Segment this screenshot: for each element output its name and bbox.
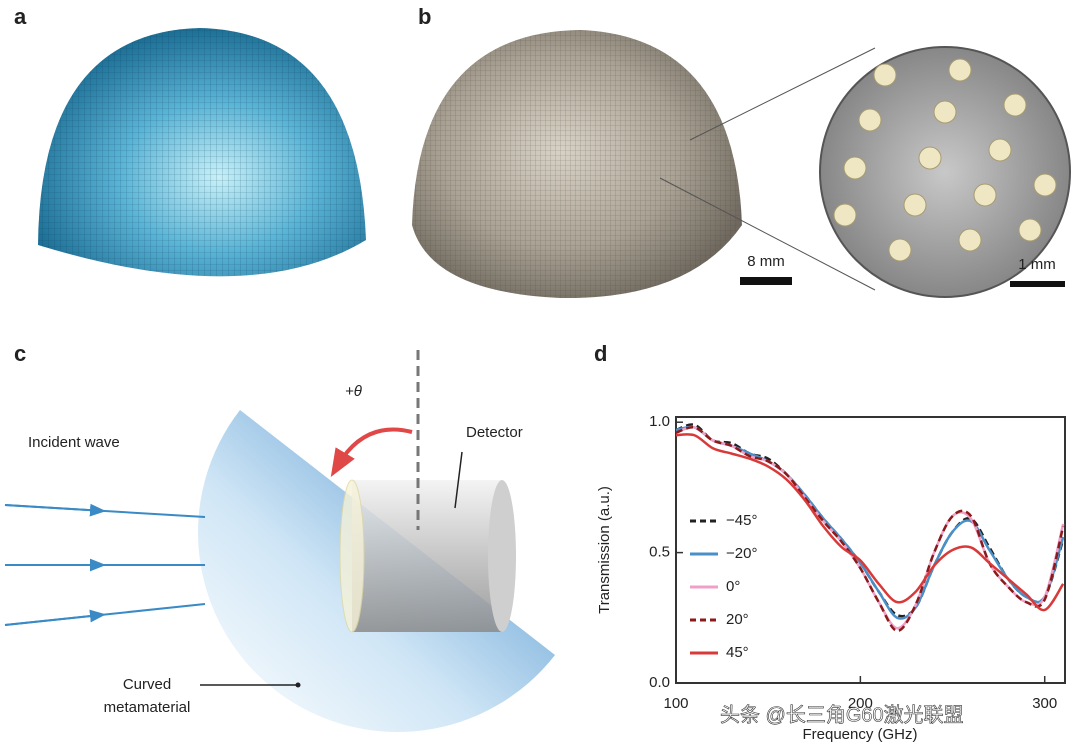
- panel-label: d: [594, 341, 607, 366]
- watermark: 头条 @长三角G60激光联盟: [720, 703, 964, 726]
- material-label: Curved: [123, 676, 171, 693]
- legend-label: 0°: [726, 578, 740, 595]
- angle-label: +θ: [345, 383, 362, 400]
- y-tick-label: 1.0: [649, 413, 670, 430]
- x-tick-label: 200: [848, 695, 873, 712]
- setup-diagram: [4, 350, 555, 732]
- panel-label: b: [418, 4, 431, 29]
- legend-label: −20°: [726, 545, 757, 562]
- legend-label: 45°: [726, 644, 749, 661]
- dome-image-a: [38, 28, 366, 277]
- data-line: [676, 433, 1065, 612]
- detector-label: Detector: [466, 424, 523, 441]
- panel-label: c: [14, 341, 26, 366]
- scale-bar-label: 1 mm: [1018, 256, 1056, 273]
- scale-bar-label: 8 mm: [747, 253, 785, 270]
- x-tick-label: 300: [1032, 695, 1057, 712]
- y-tick-label: 0.0: [649, 674, 670, 691]
- y-axis-label: Transmission (a.u.): [596, 486, 613, 614]
- x-tick-label: 100: [663, 695, 688, 712]
- chart: 0.0 0.5 1.0 100 200 300 −45° −20° 0° 20° 45°: [649, 413, 1066, 712]
- lines: [676, 423, 1065, 633]
- plot-frame: [675, 416, 1066, 684]
- x-axis-label: Frequency (GHz): [802, 726, 917, 743]
- material-label: metamaterial: [104, 699, 191, 716]
- legend-label: 20°: [726, 611, 749, 628]
- panel-label: a: [14, 4, 27, 29]
- dome-image-b: [412, 30, 1071, 299]
- y-tick-label: 0.5: [649, 544, 670, 561]
- incident-label: Incident wave: [28, 434, 120, 451]
- legend-label: −45°: [726, 512, 757, 529]
- data-line: [676, 425, 1065, 633]
